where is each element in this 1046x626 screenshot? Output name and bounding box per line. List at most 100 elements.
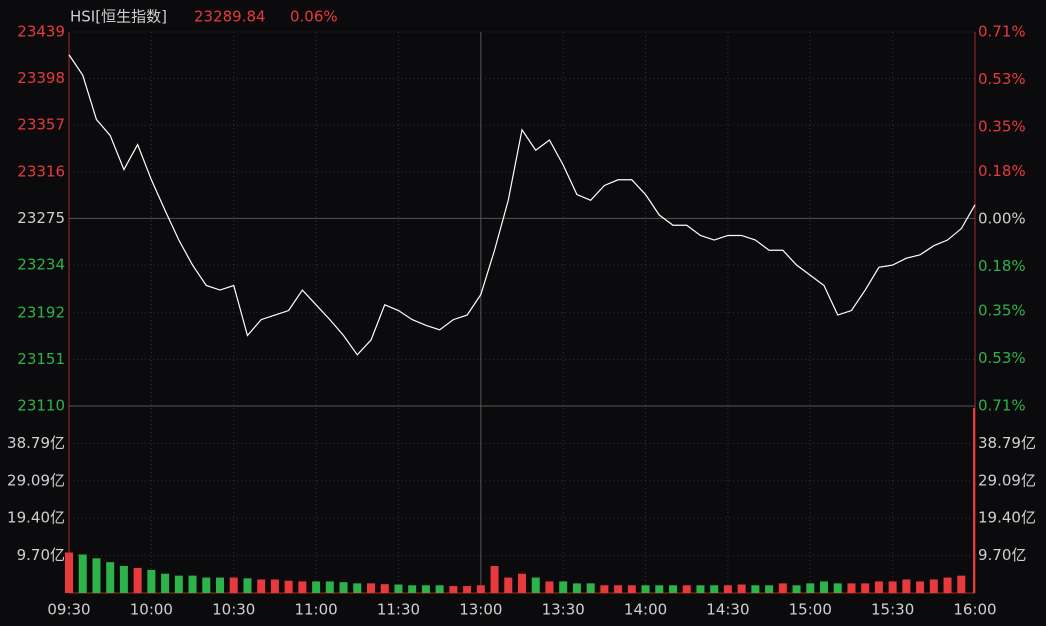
y2-tick-label: 0.00% <box>978 210 1026 228</box>
volume-bar <box>586 583 595 593</box>
volume-bar <box>188 575 197 593</box>
volume-bar <box>682 585 691 593</box>
volume-bar <box>312 581 321 593</box>
volume-bar <box>847 583 856 593</box>
volume-bar <box>394 584 403 593</box>
volume-bar <box>655 585 664 593</box>
volume-bar <box>806 583 815 593</box>
volume-bar <box>531 577 540 593</box>
y2-tick-label: 0.53% <box>978 70 1026 88</box>
volume-bar <box>861 583 870 593</box>
y2-tick-label: 0.53% <box>978 349 1026 367</box>
y2-tick-label: 0.71% <box>978 397 1026 415</box>
y-tick-label: 23316 <box>17 162 65 180</box>
volume-bar <box>284 580 293 593</box>
volume-bar <box>833 583 842 593</box>
volume-tick-label-right: 9.70亿 <box>978 546 1026 564</box>
x-tick-label: 14:30 <box>706 601 749 619</box>
volume-tick-label-right: 29.09亿 <box>978 471 1036 489</box>
y2-tick-label: 0.35% <box>978 302 1026 320</box>
volume-bar <box>92 558 101 593</box>
volume-tick-label: 9.70亿 <box>17 546 65 564</box>
volume-bar <box>229 577 238 593</box>
volume-bar <box>106 562 115 593</box>
volume-bar <box>435 585 444 593</box>
volume-bar <box>161 573 170 593</box>
volume-bar <box>627 585 636 593</box>
volume-bar <box>339 582 348 593</box>
volume-bar <box>792 585 801 593</box>
volume-tick-label-right: 38.79亿 <box>978 434 1036 452</box>
volume-bar <box>202 577 211 593</box>
volume-bar <box>559 581 568 593</box>
y-tick-label: 23357 <box>17 116 65 134</box>
y-tick-label: 23398 <box>17 69 65 87</box>
volume-bar <box>449 586 458 593</box>
volume-bar <box>380 584 389 593</box>
index-name: HSI[恒生指数] <box>70 8 167 26</box>
volume-bar <box>270 579 279 593</box>
y-tick-label: 23234 <box>17 256 65 274</box>
volume-tick-label: 19.40亿 <box>7 509 65 527</box>
volume-tick-label: 29.09亿 <box>7 471 65 489</box>
price-line <box>68 54 976 356</box>
volume-bar <box>119 566 128 593</box>
x-tick-label: 13:30 <box>542 601 585 619</box>
x-tick-label: 13:00 <box>459 601 502 619</box>
volume-bar <box>778 583 787 593</box>
volume-bar <box>243 578 252 593</box>
x-tick-label: 11:30 <box>377 601 420 619</box>
x-tick-label: 16:00 <box>953 601 996 619</box>
volume-bar <box>504 577 513 593</box>
change-pct: 0.06% <box>290 8 338 26</box>
volume-bar <box>325 581 334 593</box>
volume-bar <box>490 566 499 593</box>
volume-bar <box>696 585 705 593</box>
x-tick-label: 14:00 <box>624 601 667 619</box>
volume-bar <box>888 581 897 593</box>
volume-bar <box>518 573 526 593</box>
volume-bar <box>737 584 746 593</box>
x-tick-label: 10:00 <box>130 601 173 619</box>
volume-bar <box>600 585 609 593</box>
volume-bar <box>765 585 774 593</box>
volume-bar <box>476 585 485 593</box>
volume-bar <box>669 585 677 593</box>
volume-bar <box>902 579 911 593</box>
y2-tick-label: 0.18% <box>978 257 1026 275</box>
last-price: 23289.84 <box>194 8 266 26</box>
volume-bar <box>710 585 719 593</box>
volume-bar <box>298 581 307 593</box>
x-tick-label: 15:30 <box>871 601 914 619</box>
volume-bar <box>257 579 266 593</box>
volume-bar <box>916 581 925 593</box>
y2-tick-label: 0.18% <box>978 162 1026 180</box>
volume-bar <box>641 585 650 593</box>
y2-tick-label: 0.71% <box>978 23 1026 41</box>
volume-bar <box>723 585 732 593</box>
y-tick-label: 23192 <box>17 303 65 321</box>
volume-bar <box>147 569 156 593</box>
volume-bar <box>973 407 975 593</box>
x-tick-label: 10:30 <box>212 601 255 619</box>
volume-bar <box>614 585 623 593</box>
y-tick-label: 23439 <box>17 23 65 41</box>
volume-bar <box>78 554 87 593</box>
volume-bar <box>820 581 828 593</box>
x-tick-label: 09:30 <box>47 601 90 619</box>
x-tick-label: 15:00 <box>789 601 832 619</box>
y-tick-label: 23275 <box>17 209 65 227</box>
volume-bar <box>572 583 581 593</box>
volume-bar <box>957 575 966 593</box>
volume-tick-label-right: 19.40亿 <box>978 509 1036 527</box>
volume-bar <box>545 581 554 593</box>
volume-bar <box>408 585 417 593</box>
volume-bar <box>751 585 760 593</box>
volume-tick-label: 38.79亿 <box>7 434 65 452</box>
volume-bar <box>943 577 952 593</box>
volume-bar <box>216 577 224 593</box>
volume-bar <box>367 583 375 593</box>
